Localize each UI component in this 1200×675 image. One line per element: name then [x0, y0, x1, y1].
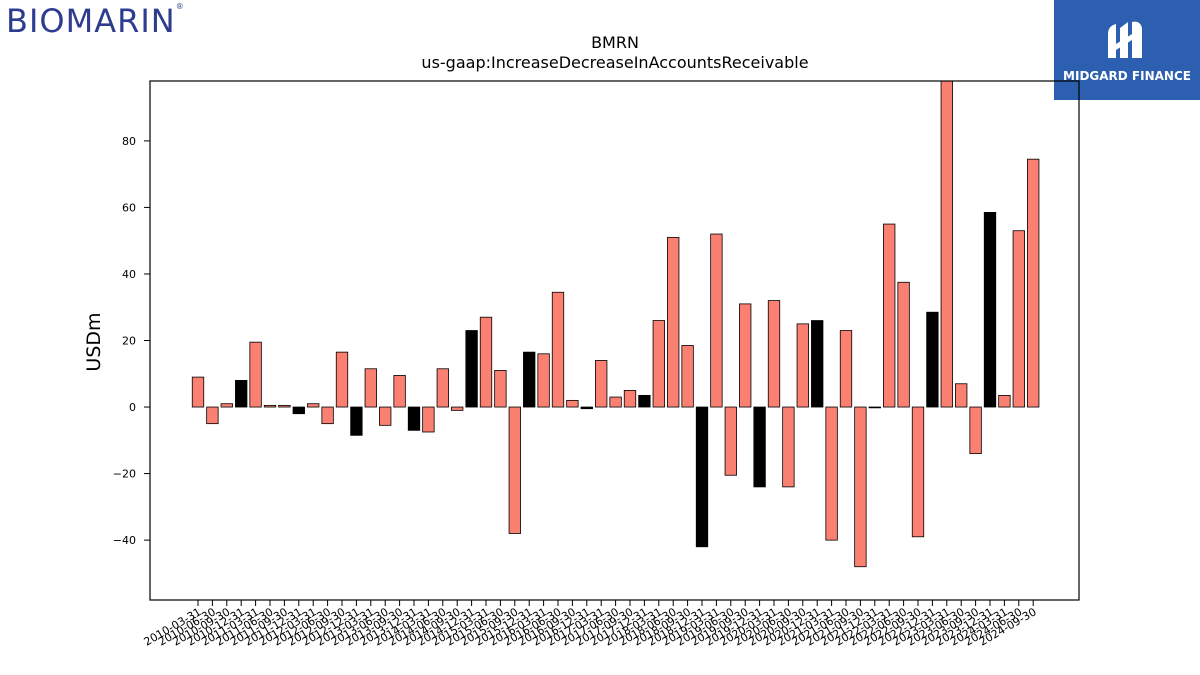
bar-2013-06-30 [379, 406, 392, 426]
bar-2012-09-30 [335, 351, 349, 408]
bar-2022-03-31 [883, 223, 896, 408]
plot-frame [149, 80, 1080, 601]
bar-2018-09-30 [681, 345, 694, 408]
bar-2023-09-30 [969, 406, 982, 455]
bar-2020-06-30 [782, 406, 795, 488]
bar-2015-12-31 [523, 351, 536, 408]
bar-2019-12-31 [753, 406, 766, 488]
bar-2022-09-30 [911, 406, 925, 538]
bar-2013-09-30 [393, 375, 406, 408]
y-tick-label: −20 [113, 468, 136, 481]
y-tick-label: 20 [122, 335, 136, 348]
midgard-finance-text: MIDGARD FINANCE [1063, 69, 1191, 83]
bar-2022-12-31 [926, 311, 939, 408]
bar-2017-12-31 [638, 394, 651, 408]
bar-2017-03-31 [595, 360, 608, 408]
y-tick-label: 60 [122, 201, 136, 214]
bar-2020-03-31 [767, 300, 781, 408]
bar-2016-12-31 [580, 406, 593, 410]
bar-2012-12-31 [350, 406, 363, 436]
bar-2010-06-30 [206, 406, 219, 425]
bar-2018-03-31 [652, 320, 665, 408]
bar-2014-06-30 [436, 368, 449, 408]
bar-2015-09-30 [508, 406, 521, 534]
y-tick-label: 80 [122, 135, 136, 148]
x-axis-ticks: 2010-03-312010-06-302010-09-302010-12-31… [142, 600, 1039, 649]
bar-2017-09-30 [623, 389, 637, 408]
bar-2015-06-30 [494, 370, 507, 408]
bar-2014-12-31 [465, 330, 478, 408]
bar-2011-03-31 [249, 341, 262, 408]
y-tick-label: 0 [129, 401, 136, 414]
bar-2024-03-31 [998, 394, 1011, 408]
bar-2010-12-31 [235, 380, 248, 408]
bars-group [191, 80, 1040, 568]
midgard-finance-logo: MIDGARD FINANCE [1054, 0, 1200, 100]
bar-2014-03-31 [422, 406, 435, 433]
bar-2019-03-31 [710, 233, 723, 408]
bar-2023-12-31 [983, 212, 997, 408]
bar-2011-12-31 [292, 406, 305, 415]
bar-2021-06-30 [839, 330, 853, 408]
bar-2018-06-30 [667, 236, 680, 408]
bar-2024-09-30 [1027, 158, 1040, 408]
bar-2013-03-31 [364, 368, 377, 408]
bar-2010-09-30 [220, 403, 233, 408]
bar-2015-03-31 [479, 316, 493, 408]
biomarin-logo-text: BIOMARIN [6, 2, 176, 40]
chart-title: BMRN [591, 33, 639, 52]
bar-2016-06-30 [551, 291, 565, 408]
chart-subtitle: us-gaap:IncreaseDecreaseInAccountsReceiv… [421, 53, 808, 72]
bar-2023-03-31 [940, 80, 953, 408]
bar-2024-06-30 [1012, 230, 1025, 408]
bar-2019-06-30 [724, 406, 737, 476]
bar-2011-06-30 [263, 404, 277, 408]
y-axis-label: USDm [83, 312, 105, 371]
bar-2012-06-30 [321, 406, 334, 425]
bar-2022-06-30 [897, 281, 910, 408]
bar-2011-09-30 [278, 404, 291, 408]
bar-2018-12-31 [695, 406, 709, 548]
bar-2010-03-31 [191, 376, 205, 408]
bar-2016-03-31 [537, 353, 550, 408]
bar-2019-09-30 [739, 303, 752, 408]
bar-2013-12-31 [407, 406, 421, 431]
bar-2021-03-31 [825, 406, 838, 541]
bar-2016-09-30 [566, 399, 579, 408]
biomarin-logo: BIOMARIN® [6, 2, 185, 40]
bar-2023-06-30 [955, 383, 968, 408]
bar-2021-12-31 [868, 406, 881, 409]
bar-2014-09-30 [451, 406, 464, 411]
bar-2020-09-30 [796, 323, 809, 408]
y-tick-label: −40 [113, 534, 136, 547]
bar-2021-09-30 [854, 406, 867, 568]
y-axis-ticks: −40 −20 0 20 40 60 80 [113, 135, 150, 547]
bar-2017-06-30 [609, 396, 622, 408]
bar-2020-12-31 [811, 320, 824, 408]
registered-mark: ® [175, 2, 185, 11]
bar-2012-03-31 [307, 403, 320, 408]
y-tick-label: 40 [122, 268, 136, 281]
midgard-emblem-icon [1108, 21, 1142, 59]
